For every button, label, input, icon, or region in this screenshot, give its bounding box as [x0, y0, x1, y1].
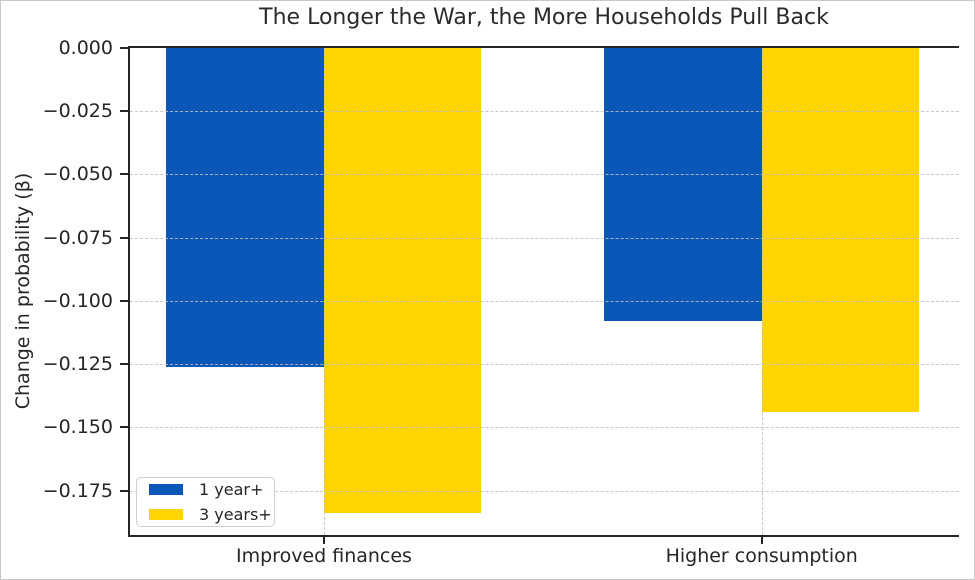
y-tick-mark	[120, 299, 128, 302]
y-tick-label: 0.000	[58, 37, 113, 59]
v-gridline	[761, 48, 763, 535]
y-tick-mark	[120, 173, 128, 176]
y-tick-mark	[120, 47, 128, 49]
x-tick-label-1: Higher consumption	[665, 545, 858, 567]
v-gridline	[323, 48, 325, 535]
x-tick-mark	[760, 537, 763, 544]
h-gridline	[130, 237, 959, 239]
y-tick-label: −0.025	[42, 100, 113, 123]
legend-label: 1 year+	[199, 480, 264, 499]
bar-1-year--1	[604, 48, 762, 322]
x-tick-mark	[322, 537, 325, 544]
bar-3-years--1	[761, 48, 920, 413]
h-gridline	[130, 300, 959, 302]
h-gridline	[130, 111, 959, 113]
legend-swatch	[149, 509, 183, 520]
left-spine	[128, 46, 130, 537]
y-tick-label: −0.050	[42, 163, 113, 186]
legend-swatch	[149, 484, 183, 495]
legend-label: 3 years+	[199, 505, 272, 524]
y-tick-mark	[120, 110, 128, 113]
bar-3-years--0	[323, 48, 482, 514]
h-gridline	[130, 364, 959, 366]
legend-item: 3 years+	[149, 505, 272, 524]
y-tick-label: −0.175	[42, 479, 113, 502]
bar-1-year--0	[166, 48, 324, 367]
y-tick-mark	[120, 489, 128, 492]
y-tick-label: −0.125	[42, 353, 113, 376]
legend-item: 1 year+	[149, 480, 264, 499]
legend: 1 year+ 3 years+	[136, 477, 275, 527]
plot-area	[130, 48, 959, 535]
chart-title: The Longer the War, the More Households …	[259, 5, 829, 30]
y-tick-label: −0.100	[42, 289, 113, 312]
top-spine	[128, 46, 959, 48]
h-gridline	[130, 490, 959, 492]
y-axis-label: Change in probability (β)	[12, 172, 34, 410]
h-gridline	[130, 427, 959, 429]
h-gridline	[130, 174, 959, 176]
bottom-spine	[128, 535, 959, 537]
y-tick-mark	[120, 426, 128, 429]
y-tick-label: −0.075	[42, 226, 113, 249]
x-tick-label-0: Improved finances	[236, 545, 412, 567]
y-tick-label: −0.150	[42, 416, 113, 439]
y-tick-mark	[120, 236, 128, 239]
y-tick-mark	[120, 363, 128, 366]
